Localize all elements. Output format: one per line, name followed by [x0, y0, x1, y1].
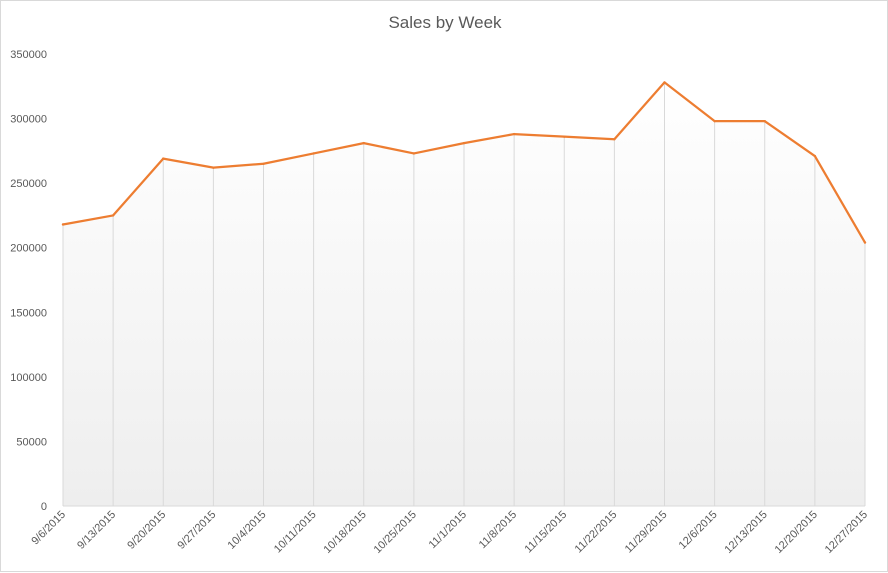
x-tick-label: 9/27/2015	[175, 509, 218, 552]
data-point	[713, 119, 716, 123]
y-tick-label: 0	[41, 501, 47, 513]
data-point	[863, 241, 867, 244]
y-tick-label: 250000	[10, 178, 47, 190]
y-tick-label: 200000	[10, 243, 47, 255]
data-point	[412, 152, 416, 155]
y-tick-label: 100000	[10, 372, 47, 384]
x-tick-label: 11/29/2015	[623, 509, 670, 556]
data-point	[613, 138, 616, 141]
data-point	[162, 157, 165, 160]
x-tick-label: 10/18/2015	[321, 509, 368, 556]
x-tick-label: 11/15/2015	[523, 509, 570, 556]
x-tick-label: 10/25/2015	[372, 509, 419, 556]
x-tick-label: 10/4/2015	[226, 509, 269, 552]
y-tick-label: 350000	[10, 49, 47, 61]
y-tick-label: 50000	[16, 436, 47, 448]
x-tick-label: 12/27/2015	[823, 509, 870, 556]
data-point	[111, 214, 115, 217]
data-point	[813, 154, 817, 158]
x-tick-label: 10/11/2015	[272, 509, 319, 556]
data-point	[362, 141, 365, 145]
data-point	[212, 166, 215, 169]
data-point	[462, 141, 466, 145]
y-tick-label: 150000	[10, 307, 47, 319]
x-tick-label: 12/6/2015	[677, 509, 720, 552]
x-tick-label: 11/8/2015	[477, 509, 520, 552]
x-tick-label: 12/20/2015	[773, 509, 820, 556]
chart-title: Sales by Week	[388, 13, 502, 32]
x-tick-label: 9/13/2015	[75, 509, 118, 552]
data-point	[763, 119, 766, 123]
x-tick-label: 12/13/2015	[722, 509, 769, 556]
x-tick-label: 9/6/2015	[29, 509, 68, 548]
x-tick-label: 9/20/2015	[125, 509, 168, 552]
data-point	[563, 135, 566, 138]
y-tick-label: 300000	[10, 114, 47, 126]
data-point	[512, 132, 516, 136]
data-point	[61, 223, 65, 226]
data-point	[312, 152, 315, 155]
data-point	[262, 162, 265, 165]
x-tick-label: 11/1/2015	[427, 509, 470, 552]
x-tick-label: 11/22/2015	[573, 509, 620, 556]
data-point	[663, 81, 666, 84]
